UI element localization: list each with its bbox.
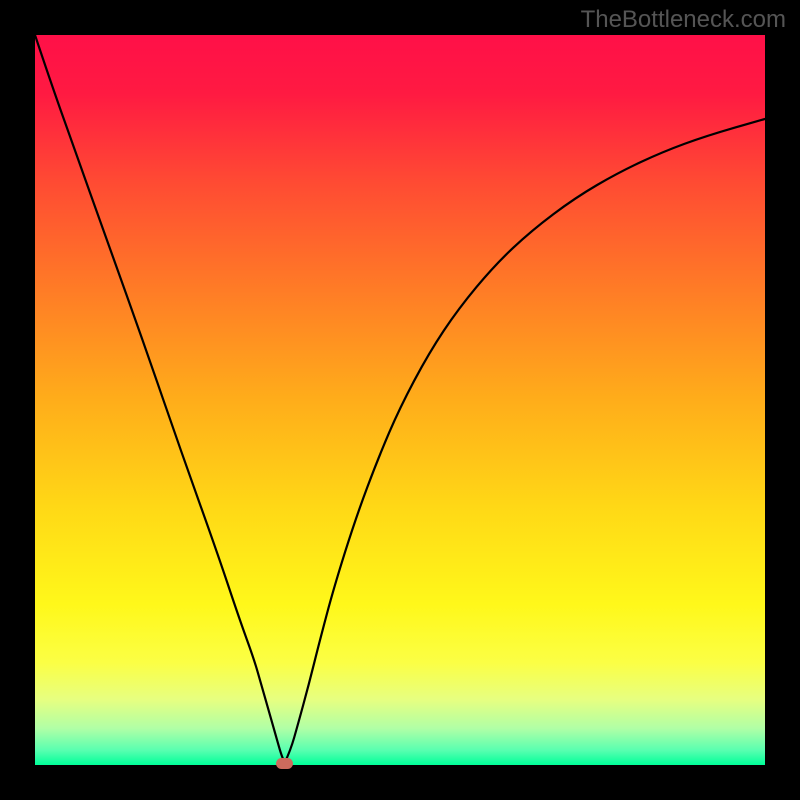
bottleneck-curve <box>35 35 765 763</box>
curve-layer <box>35 35 765 765</box>
plot-area <box>35 35 765 765</box>
watermark-text: TheBottleneck.com <box>581 6 786 34</box>
minimum-marker <box>276 758 294 770</box>
